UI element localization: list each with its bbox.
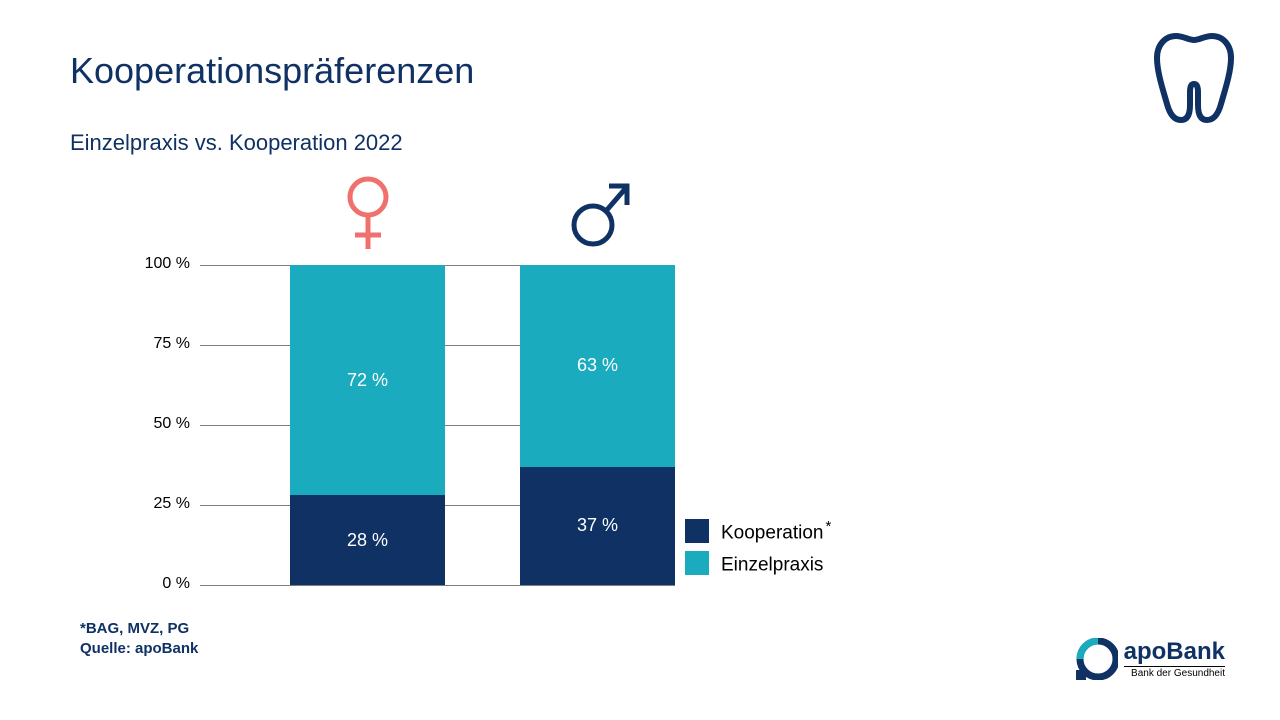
brand-o-icon	[1076, 638, 1118, 680]
y-tick-25: 25 %	[115, 495, 190, 513]
legend-item-einzelpraxis: Einzelpraxis	[685, 550, 831, 576]
bar-male-kooperation: 37 %	[520, 467, 675, 585]
legend-label-kooperation: Kooperation*	[721, 518, 831, 544]
bar-female-einzelpraxis: 72 %	[290, 265, 445, 495]
gridline-0	[200, 585, 675, 586]
bar-male-einzelpraxis: 63 %	[520, 265, 675, 467]
page-title: Kooperationspräferenzen	[70, 50, 474, 92]
legend: Kooperation* Einzelpraxis	[685, 518, 831, 583]
brand-text: apoBank Bank der Gesundheit	[1124, 640, 1225, 679]
bar-male: 37 % 63 %	[520, 265, 675, 585]
page-subtitle: Einzelpraxis vs. Kooperation 2022	[70, 130, 403, 156]
y-tick-0: 0 %	[115, 575, 190, 593]
y-tick-50: 50 %	[115, 415, 190, 433]
brand-tagline: Bank der Gesundheit	[1124, 666, 1225, 679]
legend-label-einzelpraxis: Einzelpraxis	[721, 550, 825, 576]
y-tick-75: 75 %	[115, 335, 190, 353]
legend-swatch-kooperation	[685, 519, 709, 543]
legend-item-kooperation: Kooperation*	[685, 518, 831, 544]
tooth-icon	[1153, 30, 1235, 130]
bar-female: 28 % 72 %	[290, 265, 445, 585]
brand-name: apoBank	[1124, 640, 1225, 664]
legend-swatch-einzelpraxis	[685, 551, 709, 575]
brand-logo: apoBank Bank der Gesundheit	[1076, 638, 1225, 680]
page: Kooperationspräferenzen Einzelpraxis vs.…	[0, 0, 1280, 720]
plot-area: 28 % 72 % 37 % 63 %	[200, 265, 675, 585]
footnote: *BAG, MVZ, PG	[80, 620, 189, 637]
chart-area: 100 % 75 % 50 % 25 % 0 %	[115, 265, 675, 585]
source-line: Quelle: apoBank	[80, 640, 198, 657]
male-icon	[522, 175, 677, 255]
y-tick-100: 100 %	[115, 255, 190, 273]
female-icon	[290, 175, 445, 255]
bar-female-kooperation: 28 %	[290, 495, 445, 585]
